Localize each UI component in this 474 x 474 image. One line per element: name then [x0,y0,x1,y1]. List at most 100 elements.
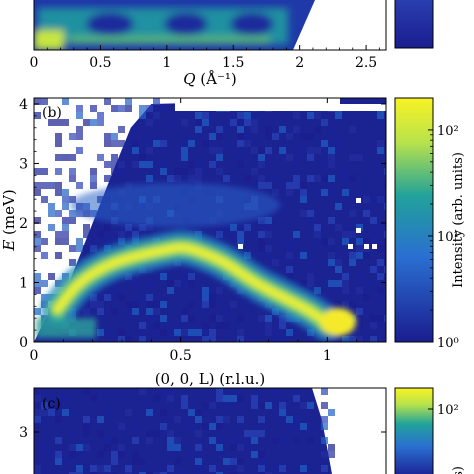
panel-c-noise-pixel [188,423,195,430]
panel-b-noise-pixel [209,301,216,308]
panel-b-noise-pixel [34,308,41,315]
panel-c-noise-pixel [216,395,223,402]
panel-b-noise-pixel [55,210,62,217]
panel-b-noise-pixel [363,294,370,301]
panel-b-noise-pixel [62,203,69,210]
panel-b-noise-pixel [265,224,272,231]
panel-b-noise-pixel [258,231,265,238]
panel-b-noise-pixel [146,175,153,182]
panel-b-noise-pixel [195,175,202,182]
panel-b-noise-pixel [139,294,146,301]
panel-b-noise-pixel [76,105,83,112]
panel-b-noise-pixel [146,147,153,154]
panel-c-noise-pixel [34,472,41,474]
panel-c-noise-pixel [286,423,293,430]
panel-c-noise-pixel [181,402,188,409]
panel-b-colorbar-tick-label: 10⁰ [437,336,459,351]
panel-b-noise-pixel [251,168,258,175]
panel-b-noise-pixel [377,112,384,119]
panel-c-noise-pixel [139,458,146,465]
panel-c-noise-pixel [223,458,230,465]
panel-c-noise-pixel [132,437,139,444]
panel-b-noise-pixel [125,98,132,105]
panel-c-noise-pixel [188,451,195,458]
panel-c-noise-pixel [146,409,153,416]
panel-b-noise-pixel [265,126,272,133]
panel-b-noise-pixel [286,154,293,161]
panel-b-noise-pixel [41,182,48,189]
panel-b-noise-pixel [293,126,300,133]
panel-b-noise-pixel [363,280,370,287]
panel-b-noise-pixel [286,238,293,245]
panel-b-label: (b) [42,105,62,121]
panel-b-noise-pixel [111,154,118,161]
panel-b-noise-pixel [139,112,146,119]
panel-b-noise-pixel [104,161,111,168]
panel-c-noise-pixel [34,416,41,423]
panel-a-frame [33,0,387,51]
panel-c-noise-pixel [293,416,300,423]
panel-c-noise-pixels [34,388,335,474]
panel-b-noise-pixel [174,175,181,182]
panel-b-noise-pixel [328,154,335,161]
panel-b-noise-pixel [384,231,386,238]
panel-c-noise-pixel [174,416,181,423]
panel-c-noise-pixel [111,458,118,465]
panel-b-noise-pixel [307,329,314,336]
panel-a-x-tick-label: 1.5 [222,55,244,71]
panel-b-noise-pixel [384,140,386,147]
panel-b-noise-pixel [132,280,139,287]
panel-b-noise-pixel [139,154,146,161]
panel-b-noise-pixel [125,105,132,112]
panel-b-noise-pixel [307,273,314,280]
panel-b-noise-pixel [111,133,118,140]
panel-b-noise-pixel [328,175,335,182]
panel-b-noise-pixel [181,147,188,154]
panel-b-noise-pixel [62,196,69,203]
panel-b-noise-pixel [97,112,104,119]
panel-c-noise-pixel [279,409,286,416]
panel-c-noise-pixel [223,395,230,402]
panel-b-noise-pixel [125,273,132,280]
panel-b-noise-pixel [356,322,363,329]
panel-a-xlabel-unit: (Å⁻¹) [196,70,237,88]
panel-b-noise-pixel [41,252,48,259]
panel-a-band [34,8,288,50]
panel-c-noise-pixel [160,423,167,430]
panel-b-top-right-strip [340,98,386,104]
panel-b-noise-pixel [300,252,307,259]
panel-b-colorbar [394,97,434,343]
panel-b-noise-pixel [377,196,384,203]
panel-b-noise-pixel [349,154,356,161]
panel-c-noise-pixel [153,472,160,474]
panel-c-noise-pixel [62,409,69,416]
panel-c-noise-pixel [279,465,286,472]
panel-b-noise-pixel [118,231,125,238]
panel-b-noise-pixel [139,140,146,147]
panel-b-noise-pixel [76,133,83,140]
panel-c-noise-pixel [111,451,118,458]
panel-b-noise-pixel [69,175,76,182]
panel-b-noise-pixel [258,182,265,189]
panel-b-noise-pixel [48,210,55,217]
panel-b-noise-pixel [209,315,216,322]
panel-b-noise-pixel [118,168,125,175]
panel-b-noise-pixel [90,245,97,252]
panel-b-noise-pixel [356,308,363,315]
panel-a: 0 0.5 1 1.5 2 2.5 Q (Å⁻¹) [30,0,434,88]
panel-b-noise-pixel [300,280,307,287]
panel-b-noise-pixel [216,126,223,133]
panel-b-noise-pixel [62,217,69,224]
panel-b-noise-pixel [160,105,167,112]
panel-c-noise-pixel [202,423,209,430]
panel-b-noise-pixel [76,238,83,245]
panel-b-noise-pixel [265,182,272,189]
panel-b-noise-pixel [286,182,293,189]
panel-b-noise-pixel [195,112,202,119]
panel-c-noise-pixel [237,395,244,402]
panel-b-noise-pixel [321,140,328,147]
panel-b-noise-pixel [48,273,55,280]
panel-b-noise-pixel [349,196,356,203]
panel-c-noise-pixel [216,388,223,395]
